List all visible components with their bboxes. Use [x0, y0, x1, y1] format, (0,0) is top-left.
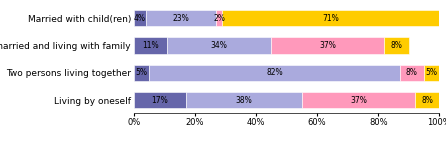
- Bar: [186, 92, 302, 109]
- Text: 37%: 37%: [350, 96, 367, 105]
- Bar: [167, 37, 271, 54]
- Text: 23%: 23%: [173, 13, 190, 23]
- Text: 8%: 8%: [391, 41, 402, 50]
- Bar: [146, 10, 216, 26]
- Bar: [134, 65, 149, 81]
- Bar: [134, 37, 167, 54]
- Text: 2%: 2%: [213, 13, 225, 23]
- Text: 4%: 4%: [134, 13, 146, 23]
- Text: 8%: 8%: [406, 68, 418, 77]
- Bar: [134, 10, 146, 26]
- Bar: [415, 92, 439, 109]
- Bar: [223, 10, 439, 26]
- Bar: [384, 37, 409, 54]
- Text: 5%: 5%: [425, 68, 438, 77]
- Text: 37%: 37%: [319, 41, 336, 50]
- Bar: [216, 10, 223, 26]
- Bar: [134, 92, 186, 109]
- Bar: [302, 92, 415, 109]
- Bar: [400, 65, 424, 81]
- Text: 38%: 38%: [235, 96, 252, 105]
- Text: 5%: 5%: [136, 68, 148, 77]
- Text: 8%: 8%: [421, 96, 433, 105]
- Text: 34%: 34%: [211, 41, 228, 50]
- Text: 17%: 17%: [151, 96, 168, 105]
- Text: 11%: 11%: [142, 41, 159, 50]
- Bar: [424, 65, 439, 81]
- Bar: [149, 65, 400, 81]
- Text: 82%: 82%: [266, 68, 283, 77]
- Text: 71%: 71%: [322, 13, 339, 23]
- Bar: [271, 37, 384, 54]
